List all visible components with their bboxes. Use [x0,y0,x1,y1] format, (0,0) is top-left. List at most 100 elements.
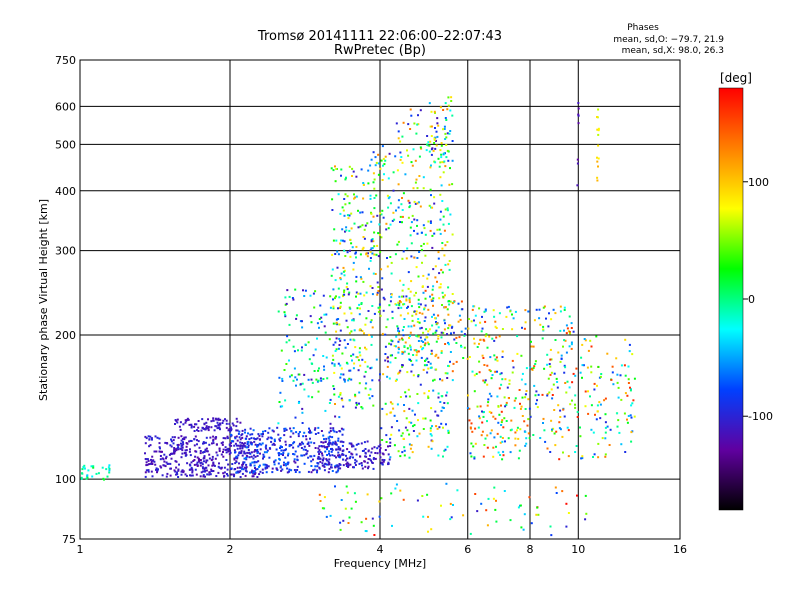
data-point [371,305,374,307]
data-point [243,444,246,447]
data-point [427,141,430,144]
data-point [439,106,442,109]
data-point [434,161,437,164]
data-point [243,461,246,464]
data-point [474,427,477,430]
data-point [417,402,420,405]
data-point [106,475,109,478]
data-point [218,462,220,465]
data-point [519,407,522,410]
data-point [456,489,459,492]
data-point [284,456,287,459]
data-point [333,364,336,367]
data-point [576,158,579,161]
data-point [243,442,246,445]
data-point [409,348,412,351]
data-point [395,209,397,212]
data-point [439,210,442,213]
data-point [587,412,590,415]
data-point [551,429,553,432]
data-point [503,396,506,399]
data-point [514,310,517,313]
data-point [176,447,179,450]
data-point [407,216,410,219]
data-point [397,183,400,186]
data-point [526,424,529,427]
data-point [223,471,226,474]
data-point [529,366,532,369]
data-point [281,405,284,408]
data-point [444,343,447,345]
data-point [241,468,244,471]
data-point [342,373,345,376]
data-point [400,156,403,158]
data-point [467,327,470,330]
data-point [422,417,425,420]
data-point [191,469,194,472]
data-point [295,384,297,387]
data-point [494,508,497,511]
data-point [335,318,338,321]
data-point [579,371,582,374]
data-point [317,447,320,450]
data-point [319,377,322,380]
data-point [567,455,570,458]
data-point [427,395,430,398]
data-point [314,465,317,468]
data-point [363,460,366,463]
data-point [441,271,444,274]
data-point [502,450,505,453]
data-point [492,415,495,418]
data-point [376,244,379,247]
data-point [308,358,311,361]
data-point [408,395,411,398]
data-point [432,313,435,316]
data-point [256,444,259,447]
data-point [337,395,340,398]
data-point [550,371,553,374]
data-point [597,365,600,368]
data-point [505,403,508,406]
data-point [474,314,477,317]
data-point [499,441,502,444]
data-point [227,429,230,432]
data-point [314,447,317,449]
data-point [194,468,197,471]
data-point [189,474,191,477]
data-point [280,349,283,352]
data-point [196,429,198,432]
data-point [344,346,347,349]
data-point [342,519,345,522]
data-point [366,365,369,368]
data-point [299,443,302,446]
data-point [330,463,333,466]
data-point [228,453,231,456]
data-point [210,470,213,473]
data-point [233,449,236,452]
data-point [441,247,444,250]
data-point [511,328,514,331]
data-point [389,445,392,447]
data-point [229,451,232,454]
data-point [499,435,502,438]
data-point [380,461,383,464]
data-point [190,423,193,426]
data-point [406,307,408,309]
data-point [480,502,483,505]
data-point [203,456,206,459]
data-point [620,443,623,446]
data-point [259,448,262,451]
data-point [342,458,345,461]
data-point [241,446,244,449]
data-point [381,463,384,466]
data-point [210,459,213,462]
data-point [351,359,353,362]
data-point [202,470,205,473]
data-point [394,487,397,490]
data-point [420,245,423,247]
data-point [338,323,341,326]
data-point [382,373,385,376]
data-point [234,462,237,465]
data-point [484,379,487,382]
data-point [323,507,326,510]
